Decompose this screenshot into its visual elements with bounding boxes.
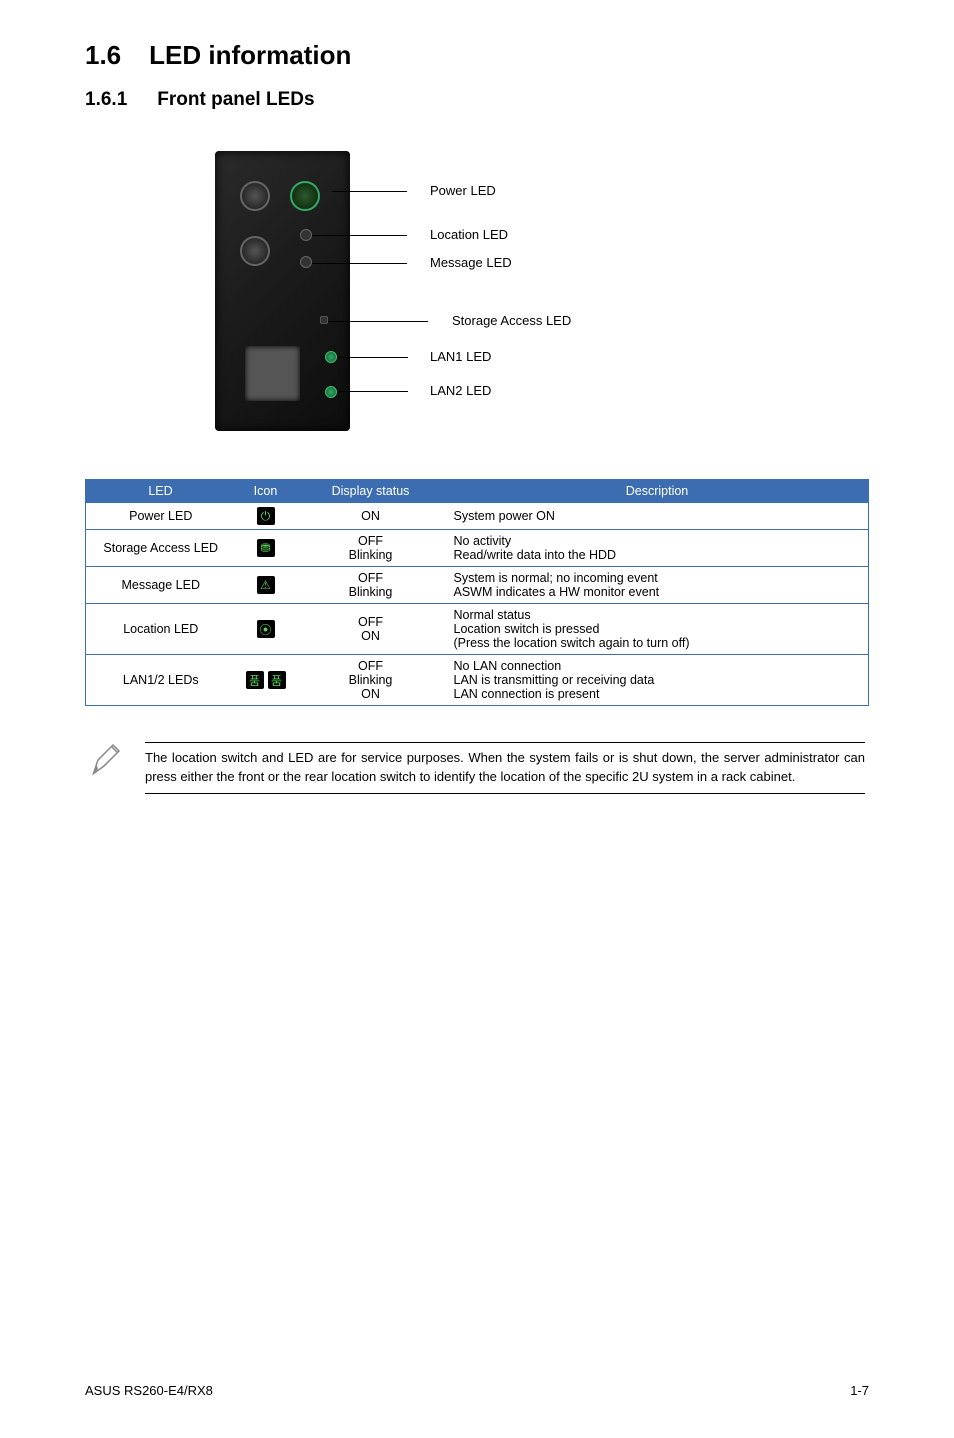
table-row: Storage Access LED ⛃ OFF Blinking No act… — [86, 530, 869, 567]
panel-message-led-icon — [300, 256, 312, 268]
led-table: LED Icon Display status Description Powe… — [85, 479, 869, 706]
location-icon: ⦿ — [257, 620, 275, 638]
subsection-title-text: Front panel LEDs — [157, 89, 314, 110]
th-display: Display status — [296, 480, 446, 503]
panel-usb-slot-icon — [245, 346, 300, 401]
panel-lan2-led-icon — [325, 386, 337, 398]
label-location-led: Location LED — [430, 227, 508, 242]
cell-led: LAN1/2 LEDs — [86, 655, 236, 706]
th-desc: Description — [446, 480, 869, 503]
cell-desc: No activity Read/write data into the HDD — [446, 530, 869, 567]
label-lan1-led: LAN1 LED — [430, 349, 491, 364]
cell-icon: ⏻ — [236, 503, 296, 530]
cell-desc: System power ON — [446, 503, 869, 530]
power-icon: ⏻ — [257, 507, 275, 525]
pencil-icon — [89, 742, 125, 783]
cell-icon: ⚠ — [236, 567, 296, 604]
cell-led: Message LED — [86, 567, 236, 604]
label-storage-led: Storage Access LED — [452, 313, 571, 328]
panel-photo — [215, 151, 350, 431]
lan-icon: 품 — [268, 671, 286, 689]
panel-storage-led-icon — [320, 316, 328, 324]
storage-icon: ⛃ — [257, 539, 275, 557]
table-row: Message LED ⚠ OFF Blinking System is nor… — [86, 567, 869, 604]
cell-led: Storage Access LED — [86, 530, 236, 567]
cell-led: Power LED — [86, 503, 236, 530]
section-title-text: LED information — [149, 40, 351, 70]
warning-icon: ⚠ — [257, 576, 275, 594]
cell-display: OFF ON — [296, 604, 446, 655]
cell-desc: Normal status Location switch is pressed… — [446, 604, 869, 655]
panel-location-led-icon — [300, 229, 312, 241]
lan-icon: 품 — [246, 671, 264, 689]
footer-left: ASUS RS260-E4/RX8 — [85, 1383, 213, 1398]
cell-icon: ⛃ — [236, 530, 296, 567]
cell-led: Location LED — [86, 604, 236, 655]
th-led: LED — [86, 480, 236, 503]
cell-display: ON — [296, 503, 446, 530]
panel-lan1-led-icon — [325, 351, 337, 363]
subsection-heading: 1.6.1 Front panel LEDs — [85, 89, 869, 111]
cell-desc: System is normal; no incoming event ASWM… — [446, 567, 869, 604]
panel-location-button-icon — [240, 236, 270, 266]
cell-icon: ⦿ — [236, 604, 296, 655]
panel-power-button-icon — [240, 181, 270, 211]
cell-display: OFF Blinking — [296, 530, 446, 567]
note-block: The location switch and LED are for serv… — [85, 742, 869, 794]
th-icon: Icon — [236, 480, 296, 503]
label-lan2-led: LAN2 LED — [430, 383, 491, 398]
label-power-led: Power LED — [430, 183, 496, 198]
subsection-number: 1.6.1 — [85, 89, 127, 110]
section-number: 1.6 — [85, 40, 121, 70]
note-text: The location switch and LED are for serv… — [145, 742, 865, 794]
table-row: LAN1/2 LEDs 품 품 OFF Blinking ON No LAN c… — [86, 655, 869, 706]
table-header-row: LED Icon Display status Description — [86, 480, 869, 503]
panel-diagram: Power LED Location LED Message LED Stora… — [215, 151, 869, 431]
cell-desc: No LAN connection LAN is transmitting or… — [446, 655, 869, 706]
cell-display: OFF Blinking — [296, 567, 446, 604]
cell-display: OFF Blinking ON — [296, 655, 446, 706]
footer-right: 1-7 — [850, 1383, 869, 1398]
cell-icon: 품 품 — [236, 655, 296, 706]
table-row: Power LED ⏻ ON System power ON — [86, 503, 869, 530]
section-heading: 1.6 LED information — [85, 40, 869, 71]
panel-power-led-icon — [290, 181, 320, 211]
leader-lines — [350, 151, 430, 431]
table-row: Location LED ⦿ OFF ON Normal status Loca… — [86, 604, 869, 655]
page-footer: ASUS RS260-E4/RX8 1-7 — [85, 1383, 869, 1398]
label-message-led: Message LED — [430, 255, 512, 270]
